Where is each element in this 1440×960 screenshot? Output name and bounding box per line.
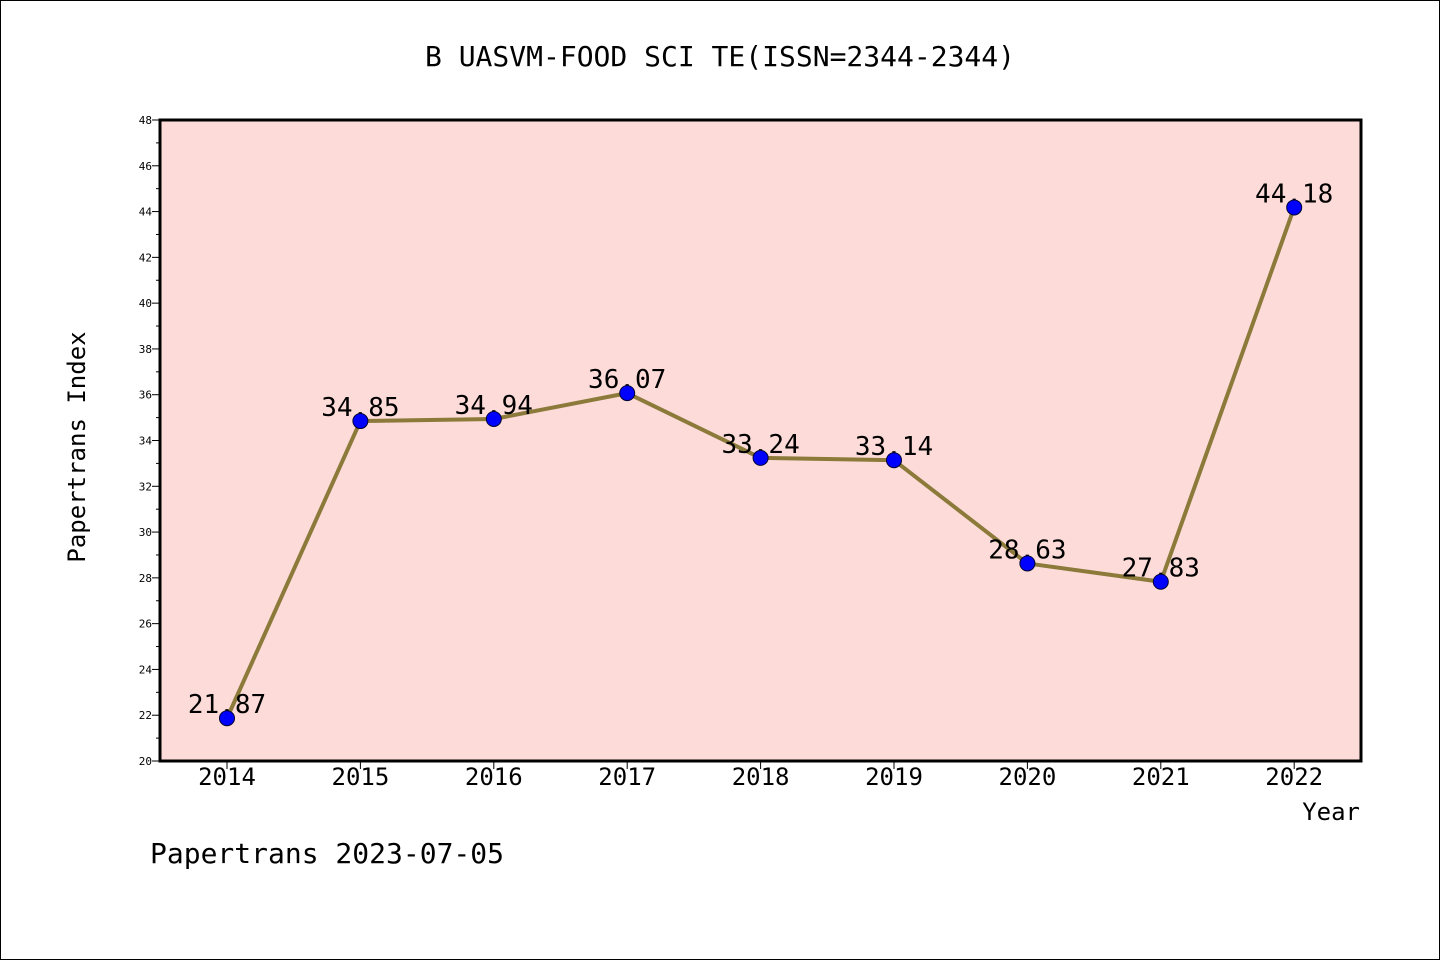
y-tick-label: 20 — [139, 755, 152, 768]
x-tick-label: 2014 — [198, 763, 256, 791]
data-point — [886, 452, 902, 469]
y-tick-label: 44 — [139, 206, 153, 219]
data-point — [352, 413, 369, 430]
y-tick-label: 30 — [139, 526, 152, 539]
data-point — [219, 710, 235, 727]
y-tick-label: 48 — [139, 114, 152, 127]
y-axis: 20 22 24 26 28 30 32 34 36 38 40 42 44 46 48 — [139, 114, 160, 768]
x-tick-label: 2019 — [865, 763, 923, 791]
y-tick-label: 46 — [139, 160, 152, 173]
x-axis-label: Year — [1302, 798, 1360, 826]
data-point — [752, 449, 769, 466]
data-point — [1286, 199, 1303, 216]
x-tick-label: 2020 — [999, 763, 1057, 791]
y-tick-label: 42 — [139, 251, 152, 264]
data-point — [485, 410, 502, 427]
y-tick-label: 22 — [139, 709, 152, 722]
y-tick-label: 24 — [139, 663, 153, 676]
y-tick-label: 34 — [139, 435, 153, 448]
y-tick-label: 28 — [139, 572, 152, 585]
y-axis-label: Papertrans Index — [63, 331, 91, 562]
x-axis: 2014 2015 2016 2017 2018 2019 2020 2021 2022 — [198, 761, 1323, 791]
y-tick-label: 26 — [139, 618, 152, 631]
plot-area — [158, 118, 1363, 763]
x-tick-label: 2021 — [1132, 763, 1190, 791]
y-tick-label: 32 — [139, 480, 152, 493]
chart-title: B UASVM-FOOD SCI TE(ISSN=2344-2344) — [425, 40, 1015, 73]
x-tick-label: 2018 — [732, 763, 790, 791]
y-tick-label: 38 — [139, 343, 152, 356]
x-tick-label: 2022 — [1265, 763, 1323, 791]
y-tick-label: 40 — [139, 297, 152, 310]
data-point — [619, 385, 636, 402]
data-point — [1152, 573, 1169, 590]
data-point — [1019, 555, 1036, 572]
x-tick-label: 2015 — [332, 763, 390, 791]
x-tick-label: 2017 — [598, 763, 656, 791]
y-tick-label: 36 — [139, 389, 152, 402]
x-tick-label: 2016 — [465, 763, 523, 791]
footer-text: Papertrans 2023-07-05 — [150, 837, 504, 870]
